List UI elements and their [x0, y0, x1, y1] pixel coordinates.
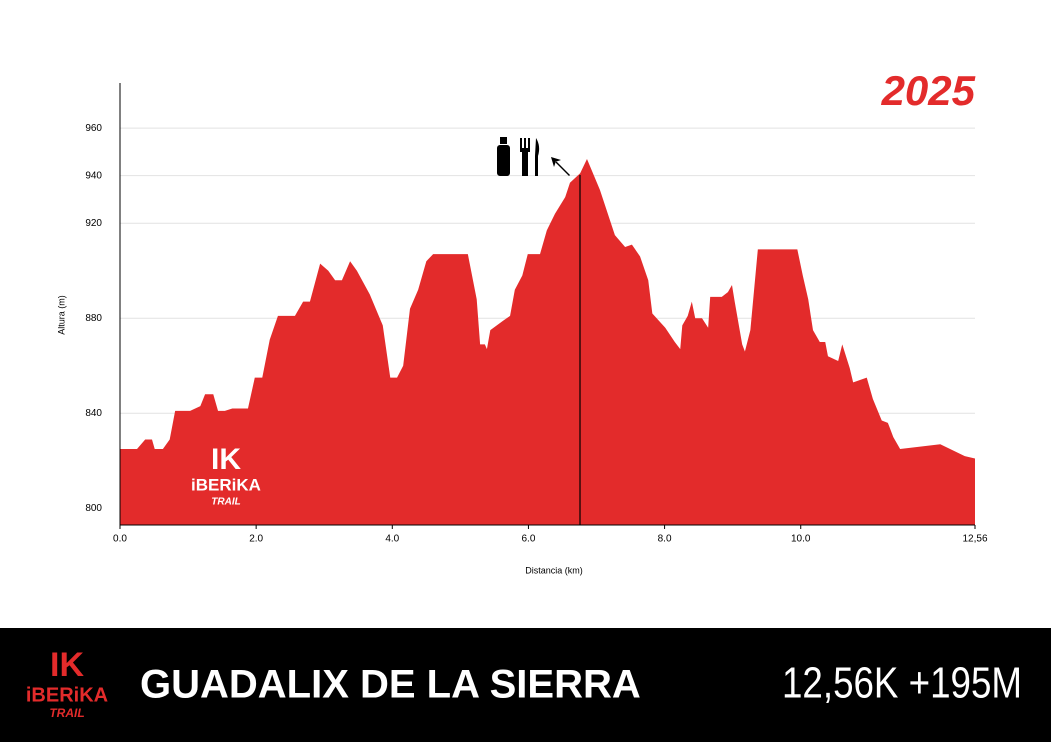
plot: 800 840 880 920 940 960 0.0 2.0 4.0 6.0 8.0 10.0 12,…	[85, 123, 988, 545]
footer-logo-tagline: TRAIL	[49, 706, 84, 720]
footer-logo-mark: IK	[50, 646, 84, 684]
footer-band	[0, 628, 1051, 742]
x-tick-label: 12,56	[962, 534, 987, 545]
logo-tagline: TRAIL	[211, 497, 240, 508]
year: 2025	[881, 67, 976, 114]
x-axis-label: Distancia (km)	[525, 565, 583, 575]
x-tick-label: 2.0	[249, 534, 263, 545]
aid-icons	[497, 137, 570, 176]
x-tick-label: 6.0	[521, 534, 535, 545]
y-tick-label: 880	[85, 313, 102, 324]
x-tick-label: 10.0	[791, 534, 811, 545]
route-title: GUADALIX DE LA SIERRA	[140, 663, 641, 707]
y-tick-label: 960	[85, 123, 102, 134]
y-tick-label: 940	[85, 170, 102, 181]
y-tick-label: 800	[85, 503, 102, 514]
y-axis-label: Altura (m)	[56, 295, 66, 335]
route-stats: 12,56K +195M	[782, 659, 1022, 708]
x-tick-label: 0.0	[113, 534, 127, 545]
y-tick-label: 920	[85, 218, 102, 229]
footer-logo-name: iBERiKA	[26, 684, 108, 706]
plot-logo: IK iBERiKA TRAIL	[191, 443, 261, 508]
x-tick-label: 4.0	[385, 534, 399, 545]
y-tick-label: 840	[85, 408, 102, 419]
elevation-area	[120, 159, 975, 525]
x-tick-label: 8.0	[658, 534, 672, 545]
logo-name: iBERiKA	[191, 475, 261, 494]
logo-mark: IK	[211, 443, 241, 476]
